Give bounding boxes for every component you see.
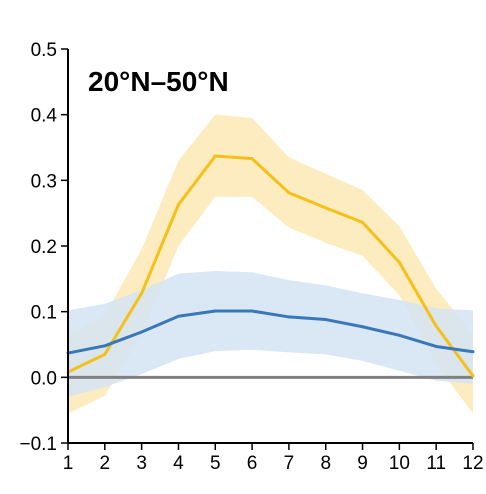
x-tick-label: 11 [426,453,446,474]
chart-title: 20°N–50°N [88,66,229,97]
series-1-band [68,114,473,414]
x-tick-label: 12 [462,453,483,474]
x-axis-ticks: 1 2 3 4 5 6 7 8 9 10 11 12 [63,443,484,474]
series-1-point [324,206,328,210]
x-tick-label: 1 [63,453,74,474]
x-tick-label: 5 [210,453,221,474]
series-1-point [361,220,365,224]
x-tick-label: 4 [173,453,184,474]
series-1-point [397,260,401,264]
y-tick-label: 0.3 [31,171,57,192]
series-1-point [434,324,438,328]
x-tick-label: 7 [284,453,295,474]
x-tick-label: 6 [247,453,258,474]
series-1-point [471,374,475,378]
series-1-point [103,352,107,356]
y-axis-ticks: −0.1 0.0 0.1 0.2 0.3 0.4 0.5 [19,40,68,455]
series-2-point [140,330,144,334]
series-2-point [103,344,107,348]
x-tick-label: 9 [357,453,368,474]
x-tick-label: 3 [136,453,147,474]
series-2-point [324,318,328,322]
series-1-point [140,291,144,295]
series-2-point [361,325,365,329]
series-2-point [213,309,217,313]
y-tick-label: 0.5 [31,40,57,61]
series-1-line [67,154,475,377]
series-2-point [176,314,180,318]
series-2-point [397,333,401,337]
series-1-point [287,191,291,195]
x-tick-label: 2 [100,453,111,474]
y-tick-label: 0.4 [31,106,58,127]
series-2-point [434,344,438,348]
y-tick-label: −0.1 [19,434,57,455]
x-tick-label: 8 [320,453,331,474]
series-2-line [67,309,474,355]
series-2-point [287,315,291,319]
uncertainty-bands [68,114,473,414]
y-tick-label: 0.1 [31,303,57,324]
series-2-point [471,350,475,354]
series-2-point [250,309,254,313]
axes [67,49,473,444]
series-lines [66,154,475,378]
series-2-band [68,270,473,398]
series-1-point [213,154,217,158]
y-tick-label: 0.0 [31,368,57,389]
x-tick-label: 10 [389,453,410,474]
series-1-point [250,157,254,161]
y-tick-label: 0.2 [31,237,57,258]
series-1-point [176,203,180,207]
